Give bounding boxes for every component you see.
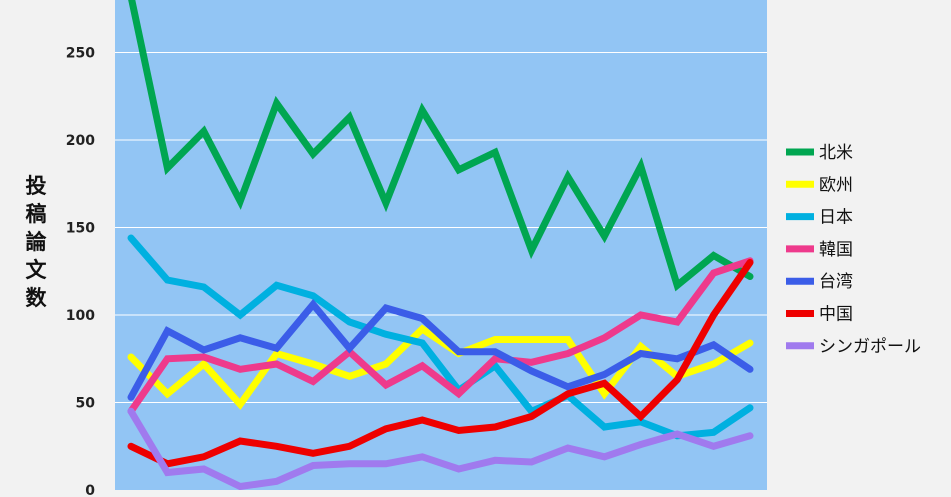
y-axis-label: 投稿論文数 — [26, 174, 48, 310]
series-line-韓国 — [127, 257, 754, 415]
legend-label: 日本 — [819, 208, 853, 228]
y-tick-label: 100 — [66, 308, 95, 324]
y-tick-label: 200 — [66, 133, 95, 149]
y-tick-label: 250 — [66, 46, 95, 62]
series-line-北米 — [128, 0, 754, 292]
legend-label: 欧州 — [819, 175, 853, 195]
y-tick-label: 0 — [85, 483, 95, 497]
y-axis-ticks: 0 50 100 150 200 250 — [66, 46, 95, 497]
y-tick-label: 150 — [66, 221, 95, 237]
legend-label: 台湾 — [819, 272, 853, 292]
legend-label: 中国 — [819, 305, 853, 325]
legend-label: 北米 — [819, 143, 853, 163]
y-tick-label: 50 — [76, 396, 96, 412]
series-lines — [127, 0, 754, 490]
series-line-日本 — [127, 234, 754, 440]
series-line-シンガポール — [127, 407, 754, 490]
series-line-中国 — [127, 259, 754, 468]
plot-area — [115, 0, 767, 490]
legend-label: シンガポール — [819, 337, 921, 357]
legend-label: 韓国 — [819, 240, 853, 260]
series-line-台湾 — [127, 299, 754, 401]
